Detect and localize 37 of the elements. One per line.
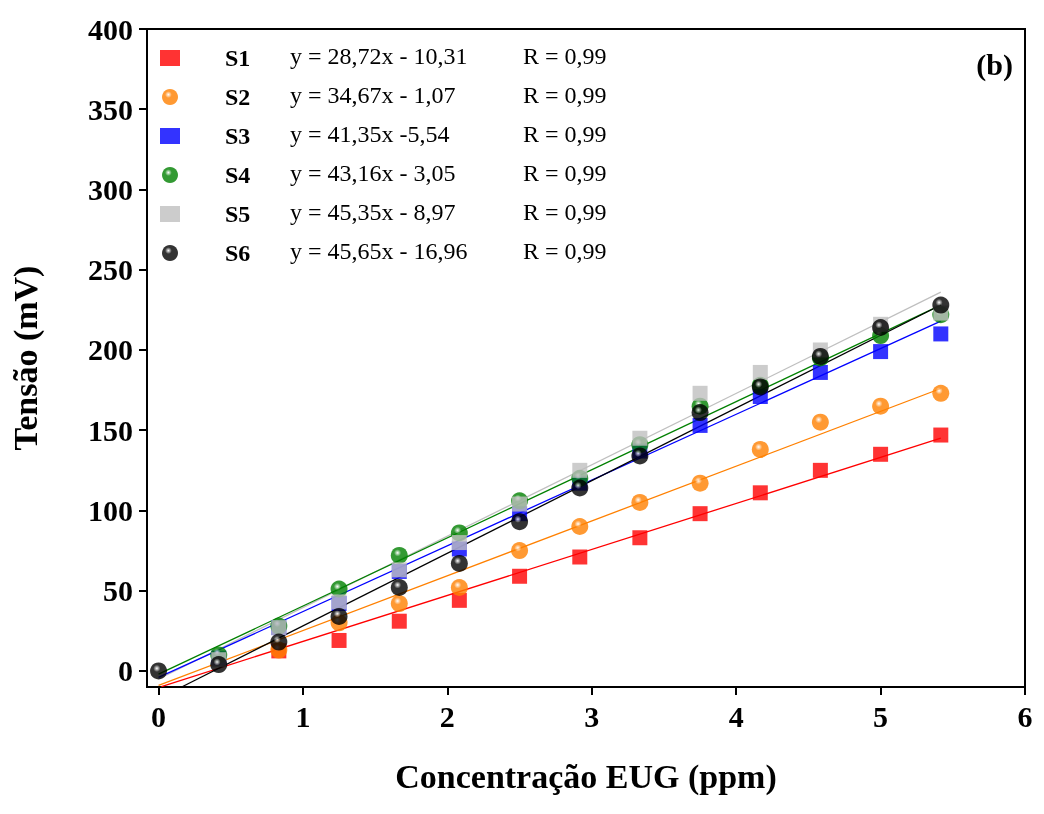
y-tick-label: 50 — [103, 574, 133, 608]
annotation: y = 45,65x - 16,96 — [290, 238, 468, 264]
y-tick-label: 200 — [88, 333, 133, 367]
legend-label: S5 — [225, 201, 251, 227]
annotation: R = 0,99 — [523, 160, 607, 186]
annotation: y = 34,67x - 1,07 — [290, 82, 456, 108]
x-tick-label: 0 — [151, 699, 167, 733]
legend-label: S2 — [225, 84, 251, 110]
legend-label: S3 — [225, 123, 251, 149]
y-tick-label: 100 — [88, 493, 133, 527]
x-tick-label: 6 — [1017, 699, 1033, 733]
legend-label: S4 — [225, 162, 251, 188]
y-tick-label: 250 — [88, 253, 133, 287]
y-axis-title: Tensão (mV) — [6, 265, 45, 451]
y-tick-label: 150 — [88, 413, 133, 447]
annotation: R = 0,99 — [523, 238, 607, 264]
x-axis-title: Concentração EUG (ppm) — [395, 757, 777, 796]
x-tick-label: 4 — [728, 699, 744, 733]
x-tick-label: 1 — [295, 699, 311, 733]
annotation: (b) — [976, 47, 1014, 82]
x-tick-label: 3 — [584, 699, 600, 733]
y-tick-label: 0 — [118, 654, 133, 688]
annotation: y = 45,35x - 8,97 — [290, 199, 456, 225]
y-tick-label: 400 — [88, 12, 133, 46]
x-tick-label: 2 — [439, 699, 455, 733]
annotation: R = 0,99 — [523, 199, 607, 225]
annotation: R = 0,99 — [523, 43, 607, 69]
annotation: y = 43,16x - 3,05 — [290, 160, 456, 186]
annotation: R = 0,99 — [523, 82, 607, 108]
annotation: y = 28,72x - 10,31 — [290, 43, 468, 69]
y-tick-label: 350 — [88, 92, 133, 126]
legend-label: S6 — [225, 240, 251, 266]
legend-label: S1 — [225, 45, 251, 71]
x-tick-label: 5 — [873, 699, 889, 733]
annotation: y = 41,35x -5,54 — [290, 121, 450, 147]
y-tick-label: 300 — [88, 172, 133, 206]
annotation: R = 0,99 — [523, 121, 607, 147]
